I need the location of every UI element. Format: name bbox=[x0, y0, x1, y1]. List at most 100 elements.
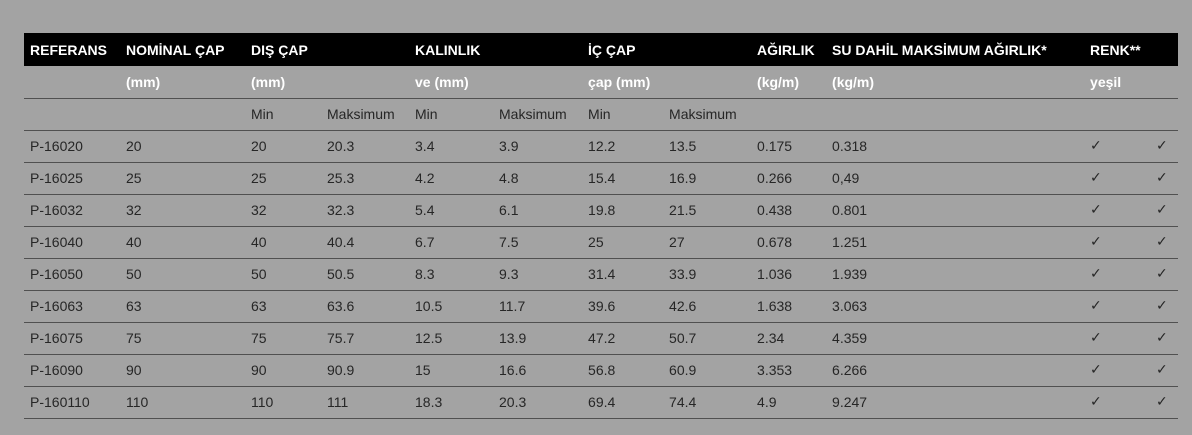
data-cell: 75 bbox=[126, 330, 142, 346]
data-cell: 110 bbox=[251, 394, 274, 410]
data-row: P-16090 90 90 90.9 15 16.6 56.8 60.9 3.353 6.266 ✓… bbox=[24, 354, 1179, 386]
check-cell: ✓ bbox=[1090, 394, 1102, 410]
data-cell: 60.9 bbox=[669, 362, 697, 378]
data-cell: 90.9 bbox=[327, 362, 355, 378]
data-cell: 33.9 bbox=[669, 266, 697, 282]
data-cell: 40 bbox=[251, 234, 267, 250]
unit-cell: çap (mm) bbox=[588, 73, 651, 90]
data-cell: 3.353 bbox=[757, 362, 793, 378]
data-cell: 20.3 bbox=[499, 394, 527, 410]
data-cell: 9.247 bbox=[832, 394, 868, 410]
data-cell: 1.036 bbox=[757, 266, 793, 282]
data-cell: 20 bbox=[251, 138, 267, 154]
data-cell: 25 bbox=[588, 234, 604, 250]
data-cell: 1.251 bbox=[832, 234, 868, 250]
data-row: P-160110 110 110 111 18.3 20.3 69.4 74.4 4.9 9.24… bbox=[24, 386, 1179, 418]
header-cell: DIŞ ÇAP bbox=[251, 41, 308, 58]
check-cell: ✓ bbox=[1156, 394, 1168, 410]
data-cell: 110 bbox=[126, 394, 149, 410]
data-cell: 19.8 bbox=[588, 202, 616, 218]
unit-cell: (kg/m) bbox=[757, 73, 800, 90]
limit-cell: Maksimum bbox=[499, 106, 567, 122]
data-cell: 16.6 bbox=[499, 362, 527, 378]
data-cell: P-16050 bbox=[30, 266, 83, 282]
data-cell: 7.5 bbox=[499, 234, 519, 250]
data-cell: 0.678 bbox=[757, 234, 793, 250]
data-cell: 4.8 bbox=[499, 170, 519, 186]
data-cell: 3.4 bbox=[415, 138, 435, 154]
data-cell: 32.3 bbox=[327, 202, 355, 218]
data-cell: 16.9 bbox=[669, 170, 697, 186]
check-cell: ✓ bbox=[1090, 362, 1102, 378]
data-cell: 50 bbox=[251, 266, 267, 282]
header-cell: AĞIRLIK bbox=[757, 41, 815, 58]
data-cell: 20 bbox=[126, 138, 142, 154]
data-cell: 27 bbox=[669, 234, 685, 250]
table-container: REFERANS NOMİNAL ÇAP DIŞ ÇAP KALINLIK İÇ ÇAP… bbox=[24, 33, 1179, 419]
data-cell: P-16063 bbox=[30, 298, 83, 314]
check-cell: ✓ bbox=[1156, 298, 1168, 314]
data-cell: 15.4 bbox=[588, 170, 616, 186]
unit-cell: yeşil bbox=[1090, 73, 1122, 90]
limit-cell: Min bbox=[415, 106, 438, 122]
empty-cell bbox=[1150, 98, 1178, 130]
limit-cell: Maksimum bbox=[669, 106, 737, 122]
data-cell: 4.359 bbox=[832, 330, 868, 346]
data-cell: 0.175 bbox=[757, 138, 793, 154]
data-row: P-16063 63 63 63.6 10.5 11.7 39.6 42.6 1.638 3.06… bbox=[24, 290, 1179, 322]
data-cell: 1.638 bbox=[757, 298, 793, 314]
data-cell: 11.7 bbox=[499, 298, 526, 314]
data-cell: 74.4 bbox=[669, 394, 697, 410]
data-cell: 13.5 bbox=[669, 138, 697, 154]
data-cell: 0.438 bbox=[757, 202, 793, 218]
empty-cell bbox=[493, 66, 582, 98]
check-cell: ✓ bbox=[1156, 170, 1168, 186]
header-cell: RENK** bbox=[1090, 41, 1141, 58]
spec-table: REFERANS NOMİNAL ÇAP DIŞ ÇAP KALINLIK İÇ ÇAP… bbox=[24, 33, 1179, 419]
data-cell: 10.5 bbox=[415, 298, 443, 314]
unit-cell: (mm) bbox=[126, 73, 161, 90]
data-cell: P-16025 bbox=[30, 170, 83, 186]
check-cell: ✓ bbox=[1156, 138, 1168, 154]
check-cell: ✓ bbox=[1090, 298, 1102, 314]
check-cell: ✓ bbox=[1156, 330, 1168, 346]
data-row: P-16040 40 40 40.4 6.7 7.5 25 27 0.678 1.251 ✓ ✓ bbox=[24, 226, 1179, 258]
data-cell: 75 bbox=[251, 330, 267, 346]
data-cell: 111 bbox=[327, 394, 349, 410]
empty-cell bbox=[120, 98, 245, 130]
check-cell: ✓ bbox=[1156, 362, 1168, 378]
data-cell: 69.4 bbox=[588, 394, 616, 410]
data-row: P-16020 20 20 20.3 3.4 3.9 12.2 13.5 0.175 0.318 ✓… bbox=[24, 130, 1179, 162]
check-cell: ✓ bbox=[1156, 234, 1168, 250]
header-row: REFERANS NOMİNAL ÇAP DIŞ ÇAP KALINLIK İÇ ÇAP… bbox=[24, 33, 1179, 66]
data-cell: 40.4 bbox=[327, 234, 355, 250]
data-cell: 39.6 bbox=[588, 298, 616, 314]
header-cell: SU DAHİL MAKSİMUM AĞIRLIK* bbox=[832, 41, 1047, 58]
empty-cell bbox=[1150, 66, 1178, 98]
check-cell: ✓ bbox=[1090, 138, 1102, 154]
data-cell: 8.3 bbox=[415, 266, 435, 282]
data-row: P-16032 32 32 32.3 5.4 6.1 19.8 21.5 0.438 0.801 ✓… bbox=[24, 194, 1179, 226]
data-cell: P-16020 bbox=[30, 138, 83, 154]
data-cell: P-16090 bbox=[30, 362, 83, 378]
data-cell: 6.1 bbox=[499, 202, 519, 218]
header-cell: KALINLIK bbox=[415, 41, 481, 58]
data-cell: 18.3 bbox=[415, 394, 443, 410]
data-cell: 63.6 bbox=[327, 298, 355, 314]
data-cell: 4.9 bbox=[757, 394, 777, 410]
data-cell: 32 bbox=[251, 202, 267, 218]
data-cell: 3.063 bbox=[832, 298, 868, 314]
limits-row: Min Maksimum Min Maksimum Min Maksimum bbox=[24, 98, 1179, 130]
data-row: P-16025 25 25 25.3 4.2 4.8 15.4 16.9 0.266 0,49 ✓ ✓ bbox=[24, 162, 1179, 194]
empty-cell bbox=[751, 98, 826, 130]
data-cell: 25 bbox=[251, 170, 267, 186]
check-cell: ✓ bbox=[1156, 202, 1168, 218]
check-cell: ✓ bbox=[1090, 202, 1102, 218]
data-cell: 25.3 bbox=[327, 170, 355, 186]
data-cell: 50.7 bbox=[669, 330, 697, 346]
data-cell: 0.801 bbox=[832, 202, 868, 218]
data-cell: 6.266 bbox=[832, 362, 868, 378]
data-cell: P-16032 bbox=[30, 202, 83, 218]
data-row: P-16050 50 50 50.5 8.3 9.3 31.4 33.9 1.036 1.939 ✓… bbox=[24, 258, 1179, 290]
